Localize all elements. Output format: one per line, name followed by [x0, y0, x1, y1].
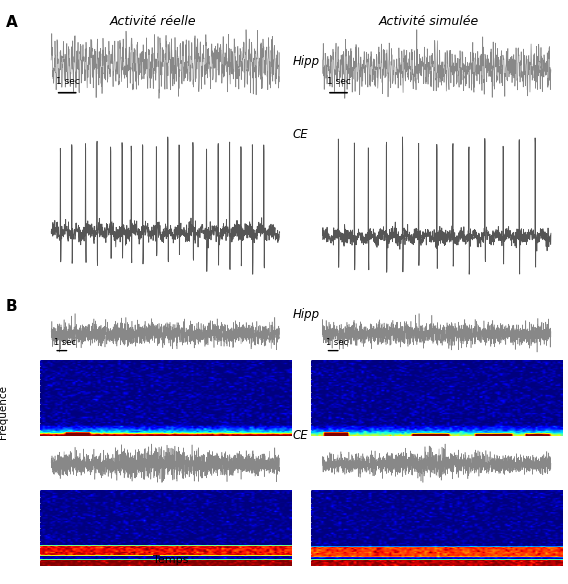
Text: Activité simulée: Activité simulée [379, 15, 479, 27]
Text: CE: CE [293, 429, 308, 442]
Text: 1 sec: 1 sec [325, 338, 348, 347]
Text: Hipp: Hipp [293, 55, 320, 68]
Text: Hipp: Hipp [293, 308, 320, 321]
Text: Temps: Temps [153, 555, 188, 565]
Text: 1 sec: 1 sec [54, 338, 76, 347]
Text: Activité réelle: Activité réelle [110, 15, 197, 27]
Text: 1 sec: 1 sec [327, 77, 351, 86]
Text: 1 sec: 1 sec [56, 77, 80, 86]
Text: B: B [6, 299, 17, 314]
Text: CE: CE [293, 128, 308, 141]
Text: Fréquence: Fréquence [0, 385, 8, 439]
Text: A: A [6, 15, 18, 30]
